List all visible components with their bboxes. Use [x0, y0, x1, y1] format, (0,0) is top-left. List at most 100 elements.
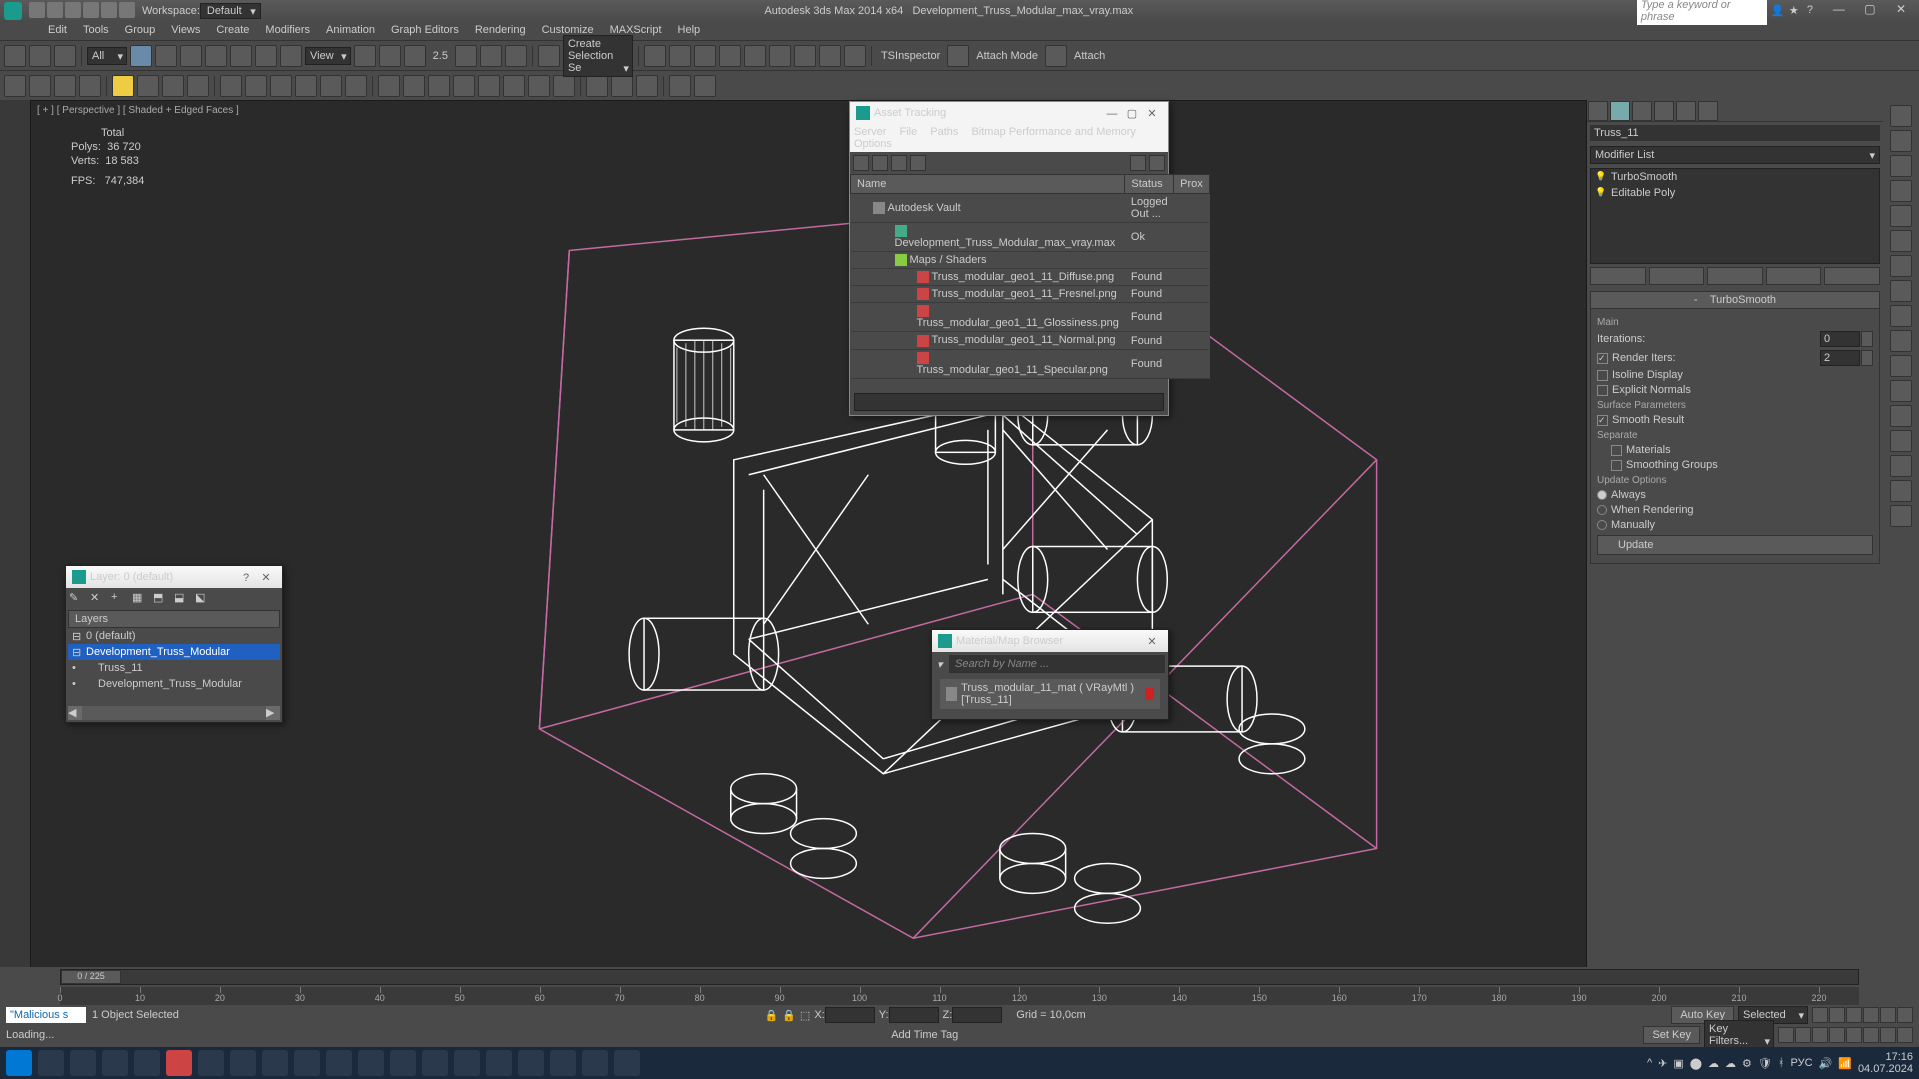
align-button[interactable]	[669, 45, 691, 67]
asset-row[interactable]: Truss_modular_geo1_11_Glossiness.pngFoun…	[851, 303, 1210, 332]
asset-footer-input[interactable]	[854, 393, 1164, 411]
update-manually-radio[interactable]	[1597, 520, 1607, 530]
render-iters-check[interactable]	[1597, 353, 1608, 364]
update-rendering-radio[interactable]	[1597, 505, 1607, 515]
right-toolbar[interactable]	[1883, 100, 1919, 999]
stack-item-turbosmooth[interactable]: TurboSmooth	[1591, 169, 1879, 185]
render-iters-spinner[interactable]: 2	[1820, 350, 1860, 366]
named-selection-dropdown[interactable]: Create Selection Se	[563, 35, 633, 77]
sep-materials-check[interactable]	[1611, 445, 1622, 456]
update-button[interactable]: Update	[1597, 535, 1873, 555]
layer-list[interactable]: ⊟0 (default)⊟Development_Truss_Modular•T…	[68, 628, 280, 704]
redo-button[interactable]	[29, 45, 51, 67]
asset-row[interactable]: Development_Truss_Modular_max_vray.maxOk	[851, 223, 1210, 252]
rotate-button[interactable]	[255, 45, 277, 67]
layer-scrollbar[interactable]: ◀▶	[68, 706, 280, 720]
task-app-9[interactable]	[454, 1050, 480, 1076]
render-frame-button[interactable]	[819, 45, 841, 67]
tool2-14[interactable]	[345, 75, 367, 97]
command-panel[interactable]: Truss_11 Modifier List TurboSmooth Edita…	[1587, 100, 1883, 999]
stack-buttons[interactable]	[1590, 267, 1880, 285]
close-button[interactable]: ✕	[1887, 2, 1915, 20]
light-button[interactable]	[112, 75, 134, 97]
menu-tools[interactable]: Tools	[75, 22, 117, 40]
menu-edit[interactable]: Edit	[40, 22, 75, 40]
menu-grapheditors[interactable]: Graph Editors	[383, 22, 467, 40]
task-explorer[interactable]	[38, 1050, 64, 1076]
tool2-25[interactable]	[636, 75, 658, 97]
asset-tracking-panel[interactable]: Asset Tracking —▢✕ Server File Paths Bit…	[849, 101, 1169, 416]
help-search-input[interactable]: Type a keyword or phrase	[1637, 0, 1767, 25]
tool2-10[interactable]	[245, 75, 267, 97]
material-browser-panel[interactable]: Material/Map Browser ✕ Search by Name ..…	[931, 629, 1169, 720]
scale-button[interactable]	[280, 45, 302, 67]
asset-row[interactable]: Autodesk VaultLogged Out ...	[851, 194, 1210, 223]
attach-check-icon[interactable]	[1045, 45, 1067, 67]
task-app-4[interactable]	[262, 1050, 288, 1076]
task-app-3[interactable]	[166, 1050, 192, 1076]
tool2-20[interactable]	[503, 75, 525, 97]
asset-min-button[interactable]: —	[1102, 108, 1122, 120]
mirror-button[interactable]	[644, 45, 666, 67]
quick-access-toolbar[interactable]	[28, 2, 136, 21]
layer-close-button[interactable]: ✕	[256, 571, 276, 584]
select-region-button[interactable]	[180, 45, 202, 67]
viewport-nav[interactable]	[1778, 1027, 1913, 1043]
render-button[interactable]	[844, 45, 866, 67]
help-icon[interactable]: ?	[1807, 4, 1821, 18]
spinner-snap-button[interactable]	[505, 45, 527, 67]
task-app-6[interactable]	[358, 1050, 384, 1076]
task-chrome[interactable]	[134, 1050, 160, 1076]
schematic-button[interactable]	[744, 45, 766, 67]
tool2-17[interactable]	[428, 75, 450, 97]
task-app-14[interactable]	[614, 1050, 640, 1076]
tool2-4[interactable]	[79, 75, 101, 97]
task-app-2[interactable]	[102, 1050, 128, 1076]
task-3dsmax[interactable]	[198, 1050, 224, 1076]
asset-row[interactable]: Truss_modular_geo1_11_Normal.pngFound	[851, 332, 1210, 349]
refcoord-dropdown[interactable]: View	[305, 47, 351, 65]
tool2-27[interactable]	[694, 75, 716, 97]
select-button[interactable]	[130, 45, 152, 67]
asset-row[interactable]: Truss_modular_geo1_11_Specular.pngFound	[851, 349, 1210, 378]
tool2-21[interactable]	[528, 75, 550, 97]
task-app-5[interactable]	[294, 1050, 320, 1076]
task-app-12[interactable]	[550, 1050, 576, 1076]
layer-row[interactable]: •Truss_11	[68, 660, 280, 676]
modifier-stack[interactable]: TurboSmooth Editable Poly	[1590, 168, 1880, 264]
system-tray[interactable]: ^✈▣⬤☁☁⚙🛡ᚼ РУС 🔊📶 17:1604.07.2024	[1647, 1051, 1913, 1075]
tab-create[interactable]	[1588, 101, 1608, 121]
tool2-22[interactable]	[553, 75, 575, 97]
iterations-spinner[interactable]: 0	[1820, 331, 1860, 347]
tool2-12[interactable]	[295, 75, 317, 97]
asset-row[interactable]: Maps / Shaders	[851, 252, 1210, 269]
menu-help[interactable]: Help	[670, 22, 709, 40]
sep-smoothing-check[interactable]	[1611, 460, 1622, 471]
keyfilters-dropdown[interactable]: Key Filters...	[1704, 1020, 1774, 1050]
minimize-button[interactable]: —	[1825, 2, 1853, 20]
menu-views[interactable]: Views	[163, 22, 208, 40]
tab-utilities[interactable]	[1698, 101, 1718, 121]
named-selection-button[interactable]	[538, 45, 560, 67]
tool2-1[interactable]	[4, 75, 26, 97]
matb-search-input[interactable]: Search by Name ...	[949, 655, 1165, 673]
tab-hierarchy[interactable]	[1632, 101, 1652, 121]
windows-taskbar[interactable]: ^✈▣⬤☁☁⚙🛡ᚼ РУС 🔊📶 17:1604.07.2024	[0, 1047, 1919, 1079]
tool2-11[interactable]	[270, 75, 292, 97]
menu-rendering[interactable]: Rendering	[467, 22, 534, 40]
update-always-radio[interactable]	[1597, 490, 1607, 500]
script-listener[interactable]: "Malicious s	[6, 1007, 86, 1023]
tray-clock[interactable]: 17:1604.07.2024	[1858, 1051, 1913, 1075]
menu-create[interactable]: Create	[208, 22, 257, 40]
tool2-19[interactable]	[478, 75, 500, 97]
secondary-toolbar[interactable]	[0, 70, 1919, 100]
asset-close-button[interactable]: ✕	[1142, 107, 1162, 120]
asset-table[interactable]: NameStatusProx Autodesk VaultLogged Out …	[850, 174, 1210, 379]
window-controls[interactable]: — ▢ ✕	[1825, 2, 1915, 20]
task-app-7[interactable]	[390, 1050, 416, 1076]
tsinspector-label[interactable]: TSInspector	[877, 50, 944, 62]
asset-max-button[interactable]: ▢	[1122, 107, 1142, 120]
track-bar[interactable]: 0102030405060708090100110120130140150160…	[60, 987, 1859, 1005]
curve-editor-button[interactable]	[719, 45, 741, 67]
smooth-result-check[interactable]	[1597, 415, 1608, 426]
